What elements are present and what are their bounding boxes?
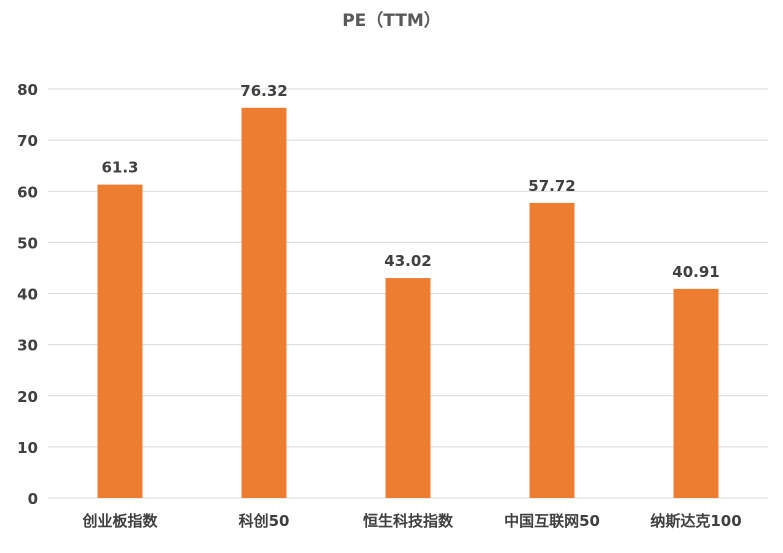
bar bbox=[385, 278, 431, 498]
x-tick-label: 创业板指数 bbox=[81, 512, 158, 530]
y-tick-label: 50 bbox=[17, 234, 38, 252]
y-tick-label: 70 bbox=[17, 132, 38, 150]
chart-title: PE（TTM） bbox=[342, 11, 441, 31]
bar bbox=[97, 184, 143, 498]
y-tick-label: 40 bbox=[17, 286, 38, 304]
x-axis-ticks: 创业板指数 科创50 恒生科技指数 中国互联网50 纳斯达克100 bbox=[81, 512, 741, 530]
data-label: 61.3 bbox=[101, 159, 138, 177]
bar bbox=[529, 202, 575, 498]
y-tick-label: 0 bbox=[28, 490, 38, 508]
bar bbox=[241, 107, 287, 499]
data-label: 43.02 bbox=[384, 252, 431, 270]
data-label: 57.72 bbox=[528, 177, 575, 195]
x-tick-label: 恒生科技指数 bbox=[363, 512, 454, 530]
data-label: 40.91 bbox=[672, 263, 719, 281]
y-tick-label: 10 bbox=[17, 439, 38, 457]
y-tick-label: 60 bbox=[17, 183, 38, 201]
y-tick-label: 20 bbox=[17, 388, 38, 406]
bar bbox=[673, 288, 719, 498]
y-tick-label: 30 bbox=[17, 337, 38, 355]
data-labels: 61.3 76.32 43.02 57.72 40.91 bbox=[101, 82, 719, 281]
y-axis-ticks: 0 10 20 30 40 50 60 70 80 bbox=[17, 81, 38, 508]
x-tick-label: 中国互联网50 bbox=[504, 512, 600, 530]
bars bbox=[97, 107, 719, 499]
data-label: 76.32 bbox=[240, 82, 287, 100]
x-tick-label: 科创50 bbox=[239, 512, 290, 530]
y-tick-label: 80 bbox=[17, 81, 38, 99]
x-tick-label: 纳斯达克100 bbox=[650, 512, 741, 530]
